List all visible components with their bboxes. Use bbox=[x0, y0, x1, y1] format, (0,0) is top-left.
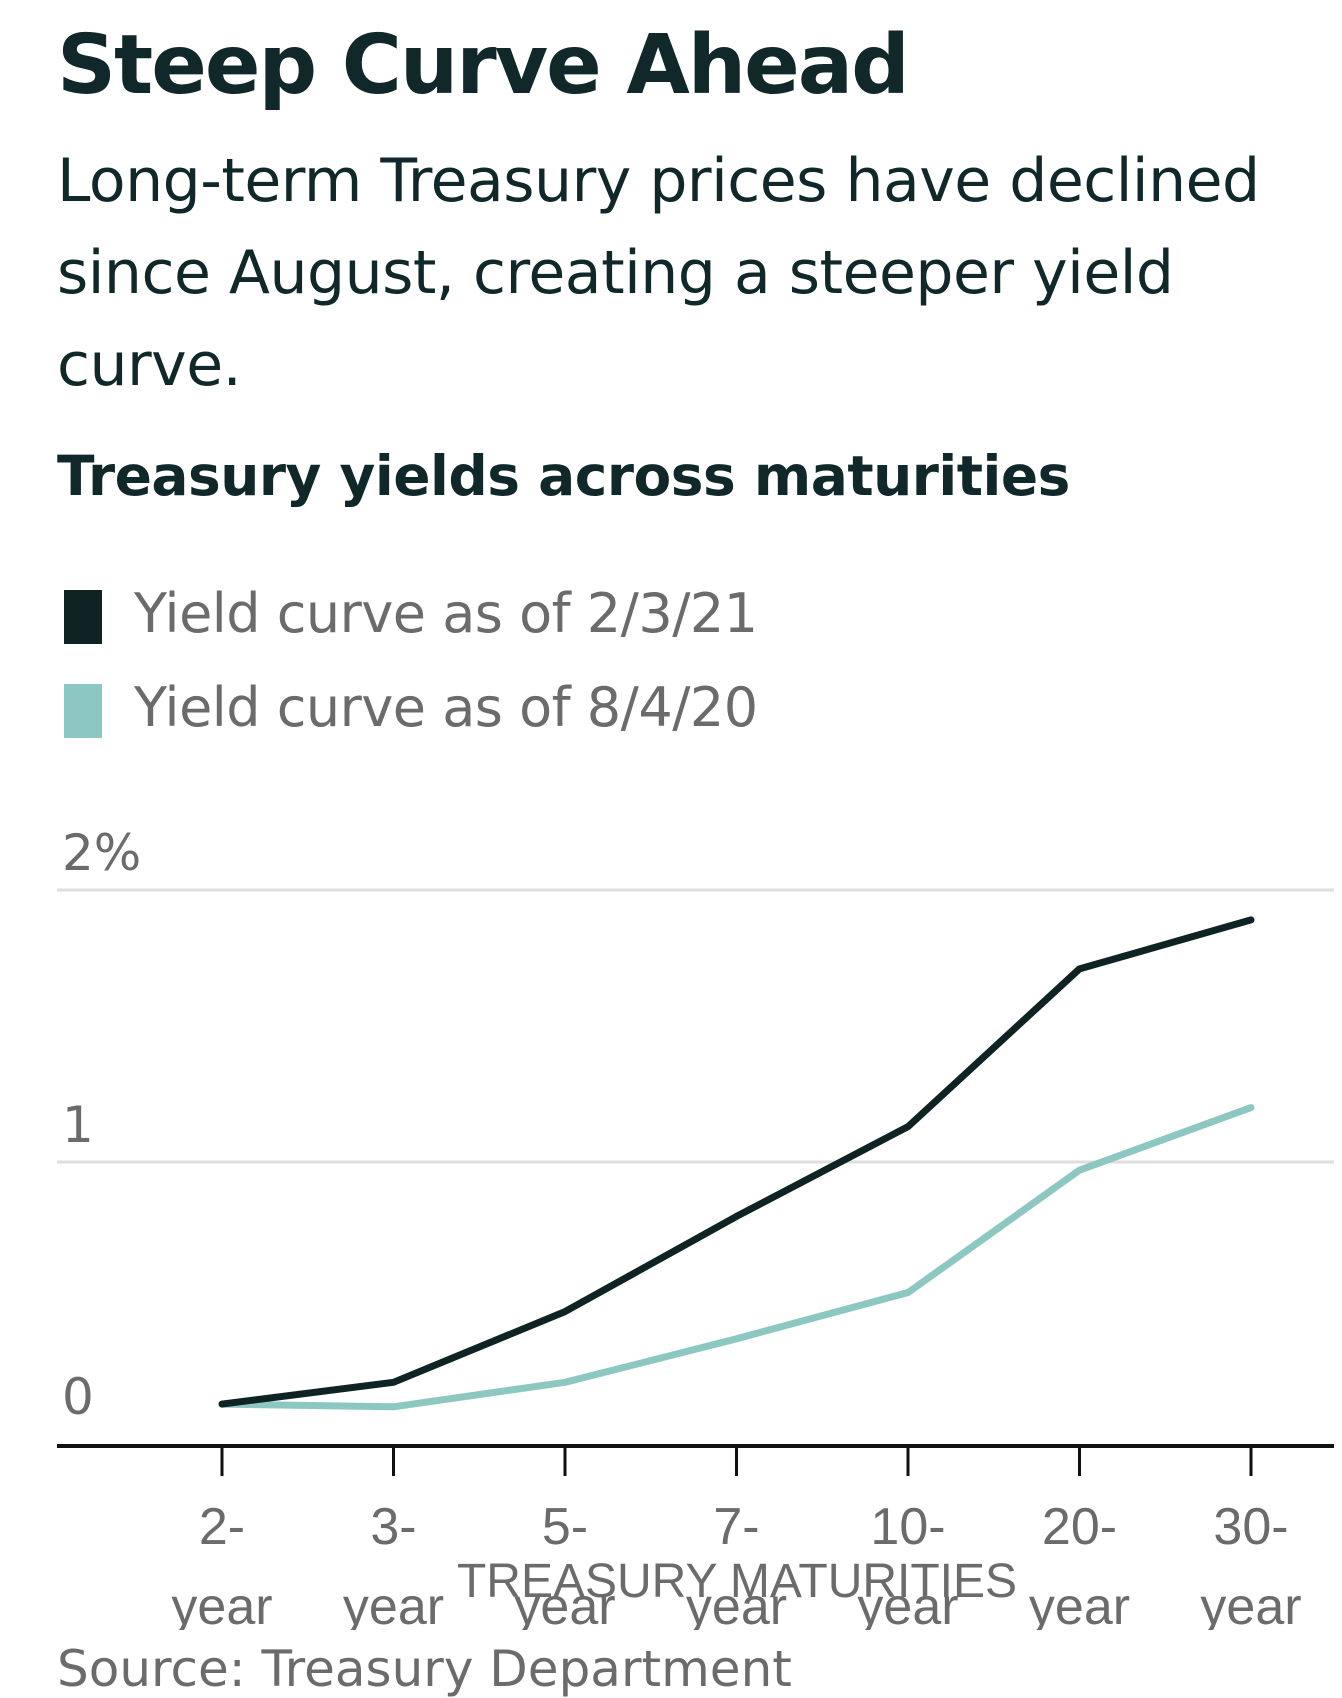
legend-swatch-series-2 bbox=[64, 684, 102, 738]
legend-label-series-1: Yield curve as of 2/3/21 bbox=[134, 582, 758, 645]
x-tick-label: 20- bbox=[1042, 1498, 1117, 1556]
x-tick-label: year bbox=[1200, 1578, 1301, 1630]
x-tick-label: year bbox=[514, 1578, 615, 1630]
y-tick-label: 0 bbox=[62, 1368, 94, 1426]
x-tick-label: year bbox=[171, 1578, 272, 1630]
series-line-1 bbox=[218, 916, 1255, 1408]
x-tick-label: year bbox=[686, 1578, 787, 1630]
x-tick-label: 7- bbox=[713, 1498, 759, 1556]
legend-swatch-series-1 bbox=[64, 590, 102, 644]
x-tick-label: 2- bbox=[199, 1498, 245, 1556]
chart-title: Treasury yields across maturities bbox=[57, 444, 1070, 508]
x-tick-label: 30- bbox=[1213, 1498, 1288, 1556]
chart-subtitle: Long-term Treasury prices have declined … bbox=[57, 146, 1260, 400]
legend-label-series-2: Yield curve as of 8/4/20 bbox=[134, 676, 758, 739]
y-tick-label: 1 bbox=[62, 1096, 94, 1154]
x-tick-label: 10- bbox=[870, 1498, 945, 1556]
x-tick-label: 5- bbox=[542, 1498, 588, 1556]
x-tick-label: year bbox=[1029, 1578, 1130, 1630]
x-axis-title: TREASURY MATURITIES bbox=[457, 1555, 1017, 1608]
chart-headline: Steep Curve Ahead bbox=[57, 18, 910, 113]
series-line-2 bbox=[218, 1104, 1255, 1411]
line-chart: 0 1 2% 2- year 3- year 5- year 7- year 10- year 20- ye… bbox=[57, 824, 1334, 1630]
x-tick-label: 3- bbox=[370, 1498, 416, 1556]
x-tick-label: year bbox=[343, 1578, 444, 1630]
y-tick-label: 2% bbox=[62, 824, 141, 882]
source-note: Source: Treasury Department bbox=[57, 1640, 792, 1698]
x-tick-label: year bbox=[857, 1578, 958, 1630]
